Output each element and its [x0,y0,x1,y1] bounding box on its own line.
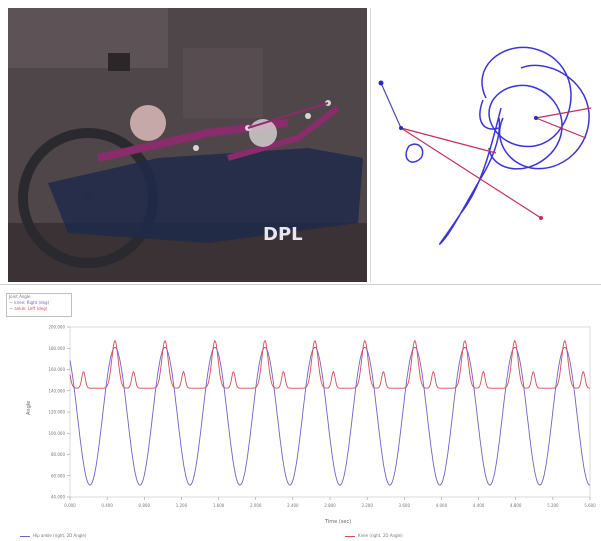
x-tick-label: 1.600 [213,503,225,508]
x-tick-label: 4.400 [473,503,485,508]
motion-marker [193,145,199,151]
legend-header: Joint Angle [9,294,31,299]
legend-swatch [20,535,30,537]
trajectory-path [405,46,590,245]
y-tick-label: 60.000 [51,473,65,478]
line-chart: 40.000 60.000 80.000 100.000 120.000 140.000 1… [26,325,596,526]
y-tick-label: 120.000 [48,410,65,415]
video-frame-panel: DPL [8,8,367,282]
x-tick-label: 3.600 [399,503,411,508]
trajectory-links [400,107,592,219]
x-tick-label: 0.000 [64,503,76,508]
x-tick-label: 0.400 [101,503,113,508]
plot-area [69,326,591,498]
video-frame: DPL [8,8,367,282]
x-axis-label: Time (sec) [324,519,351,525]
trajectory-plot [378,46,592,245]
door-area [183,48,263,118]
x-tick-label: 5.600 [584,503,596,508]
trajectory-markers [378,80,543,220]
trajectory-panel [370,8,599,282]
y-tick-label: 40.000 [51,495,65,500]
bottom-legend-series-2: Knee (right, 2D Angle) [345,533,403,538]
marker-link [247,102,329,129]
x-axis: 0.000 0.400 0.800 1.200 1.600 2.000 2.400 2.800… [64,497,596,508]
trajectory-stick [380,82,402,129]
y-tick-label: 160.000 [48,367,65,372]
x-tick-label: 1.200 [176,503,188,508]
y-tick-label: 200.000 [48,325,65,330]
marker-point [399,126,403,130]
legend-item-series-2: — ankle: Left (deg) [9,306,48,311]
y-axis-label: Angle [26,401,32,415]
y-tick-label: 140.000 [48,388,65,393]
joint-angle-chart-panel: Joint Angle — knee: Right (deg) — ankle:… [0,284,601,541]
x-tick-label: 2.400 [287,503,299,508]
rider-leg [227,105,340,161]
legend-text: Knee (right, 2D Angle) [358,533,403,538]
shelf-area [8,8,168,68]
legend-item-series-1: — knee: Right (deg) [9,300,50,305]
y-axis: 40.000 60.000 80.000 100.000 120.000 140.000 1… [48,325,70,500]
bike-body [48,148,363,243]
legend-text: Hip ankle (right, 2D Angle) [33,533,87,538]
rider-head [130,105,166,141]
x-tick-label: 2.800 [324,503,336,508]
motion-marker [305,113,311,119]
legend-swatch [345,535,355,537]
x-tick-label: 3.200 [361,503,373,508]
x-tick-label: 4.800 [510,503,522,508]
bottom-legend-series-1: Hip ankle (right, 2D Angle) [20,533,86,538]
y-tick-label: 100.000 [48,431,65,436]
x-tick-label: 2.000 [250,503,262,508]
chart-legend-box: Joint Angle — knee: Right (deg) — ankle:… [6,293,72,317]
y-tick-label: 180.000 [48,346,65,351]
series-line-1 [69,346,591,486]
x-tick-label: 0.800 [139,503,151,508]
shelf-object [108,53,130,71]
marker-point [534,116,538,120]
frame-text: DPL [263,224,303,245]
series-line-2 [69,339,591,389]
marker-point [378,80,384,86]
x-tick-label: 4.000 [436,503,448,508]
x-tick-label: 5.200 [547,503,559,508]
marker-point [539,216,543,220]
series-layer [69,339,591,486]
y-tick-label: 80.000 [51,452,65,457]
